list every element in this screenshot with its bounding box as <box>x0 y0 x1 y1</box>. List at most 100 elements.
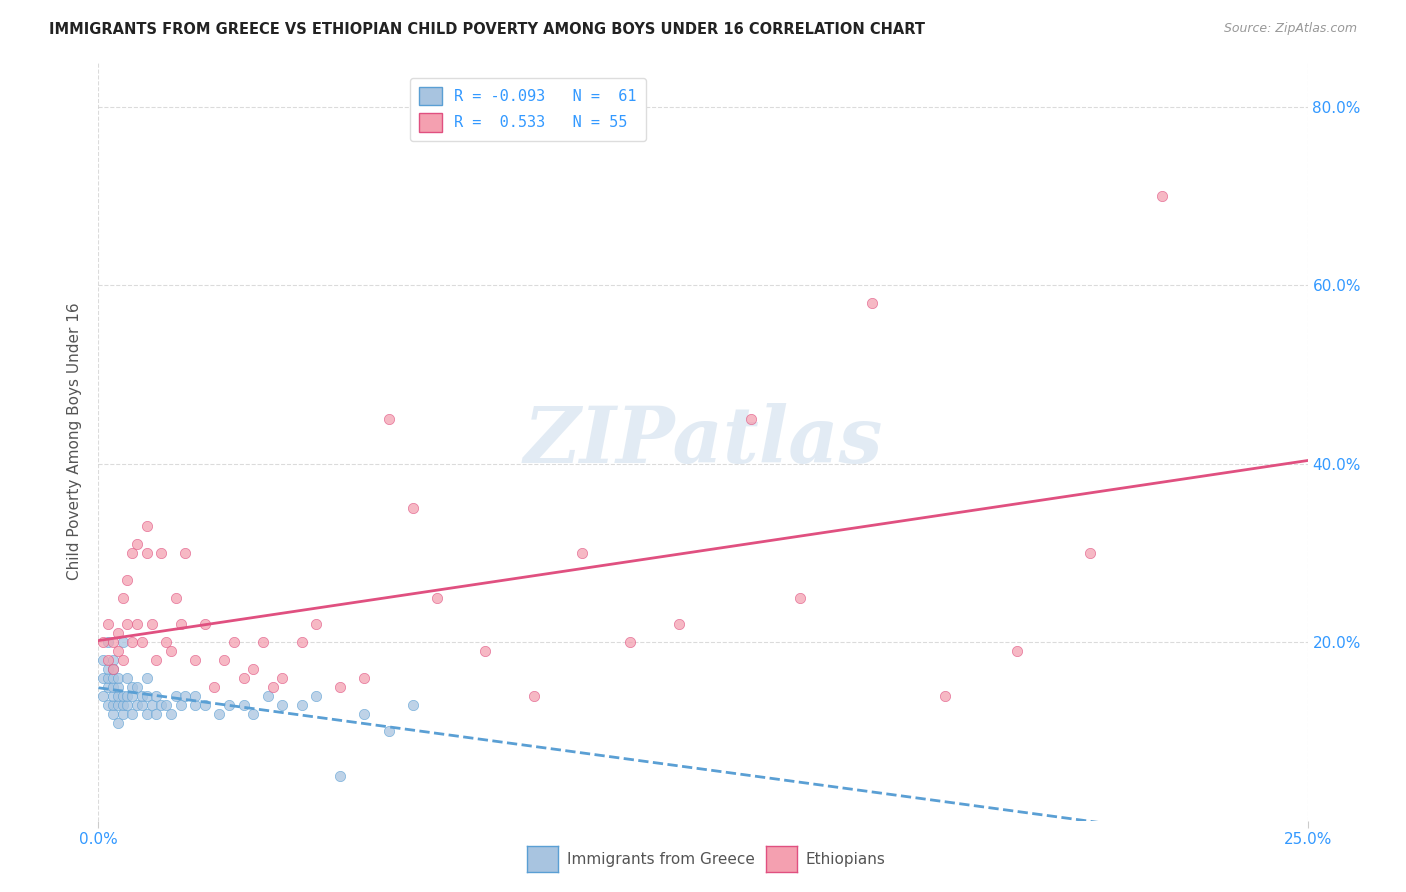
Point <box>131 689 153 703</box>
Point <box>91 689 114 703</box>
Point <box>169 698 191 712</box>
Point <box>194 617 217 632</box>
Point <box>169 617 191 632</box>
Point <box>174 689 197 703</box>
Point <box>184 698 207 712</box>
Point <box>101 698 124 712</box>
Point <box>97 617 120 632</box>
Point <box>91 671 114 685</box>
Point <box>194 698 217 712</box>
Point <box>97 653 120 667</box>
Point <box>145 653 167 667</box>
Point <box>174 546 197 560</box>
Point <box>111 689 134 703</box>
Point <box>135 519 157 533</box>
Point <box>934 689 956 703</box>
Point <box>97 671 120 685</box>
Point <box>117 617 139 632</box>
Point <box>218 698 240 712</box>
Point <box>121 546 143 560</box>
Point <box>271 698 294 712</box>
Text: Source: ZipAtlas.com: Source: ZipAtlas.com <box>1223 22 1357 36</box>
Point <box>789 591 811 605</box>
Point <box>165 689 187 703</box>
Point <box>101 689 124 703</box>
Point <box>101 671 124 685</box>
Point <box>262 680 284 694</box>
Point <box>150 698 173 712</box>
Point <box>305 689 328 703</box>
Point <box>111 706 134 721</box>
Text: ZIPatlas: ZIPatlas <box>523 403 883 480</box>
Point <box>127 680 149 694</box>
Point <box>740 412 762 426</box>
Point <box>117 698 139 712</box>
Point <box>305 617 328 632</box>
Point <box>329 680 352 694</box>
Point <box>184 653 207 667</box>
Point <box>160 644 183 658</box>
Point <box>135 706 157 721</box>
Point <box>329 769 352 783</box>
Text: Immigrants from Greece: Immigrants from Greece <box>567 853 755 867</box>
Point <box>127 617 149 632</box>
Point <box>150 546 173 560</box>
Point <box>135 689 157 703</box>
Legend: R = -0.093   N =  61, R =  0.533   N = 55: R = -0.093 N = 61, R = 0.533 N = 55 <box>409 78 645 141</box>
Point <box>252 635 274 649</box>
Point <box>256 689 278 703</box>
Point <box>131 635 153 649</box>
Point <box>121 680 143 694</box>
Point <box>111 591 134 605</box>
Point <box>131 698 153 712</box>
Point <box>212 653 235 667</box>
Point <box>377 412 399 426</box>
Point <box>1152 189 1174 203</box>
Point <box>402 501 425 516</box>
Point <box>271 671 294 685</box>
Point <box>141 617 163 632</box>
Point <box>377 724 399 739</box>
Point <box>242 662 264 676</box>
Point <box>121 635 143 649</box>
Point <box>97 680 120 694</box>
Point <box>101 680 124 694</box>
Point <box>290 698 312 712</box>
Point <box>222 635 245 649</box>
Text: Ethiopians: Ethiopians <box>806 853 886 867</box>
Point <box>1078 546 1101 560</box>
Y-axis label: Child Poverty Among Boys Under 16: Child Poverty Among Boys Under 16 <box>67 302 83 581</box>
Point <box>242 706 264 721</box>
Point <box>353 671 375 685</box>
Point <box>121 689 143 703</box>
Point <box>107 715 129 730</box>
Point <box>232 698 254 712</box>
Point <box>1007 644 1029 658</box>
Point <box>107 644 129 658</box>
Point <box>668 617 690 632</box>
Point <box>107 698 129 712</box>
Point <box>402 698 425 712</box>
Point <box>97 635 120 649</box>
Point <box>165 591 187 605</box>
Point <box>208 706 231 721</box>
Point <box>97 662 120 676</box>
Point <box>91 653 114 667</box>
Point <box>155 698 177 712</box>
Point <box>426 591 449 605</box>
Point <box>101 662 124 676</box>
Point <box>107 671 129 685</box>
Point <box>184 689 207 703</box>
Point <box>232 671 254 685</box>
Text: IMMIGRANTS FROM GREECE VS ETHIOPIAN CHILD POVERTY AMONG BOYS UNDER 16 CORRELATIO: IMMIGRANTS FROM GREECE VS ETHIOPIAN CHIL… <box>49 22 925 37</box>
Point <box>204 680 226 694</box>
Point <box>111 653 134 667</box>
Point <box>474 644 496 658</box>
Point <box>571 546 593 560</box>
Point <box>101 635 124 649</box>
Point <box>135 671 157 685</box>
Point <box>107 680 129 694</box>
Point <box>145 706 167 721</box>
Point <box>111 635 134 649</box>
Point <box>127 698 149 712</box>
